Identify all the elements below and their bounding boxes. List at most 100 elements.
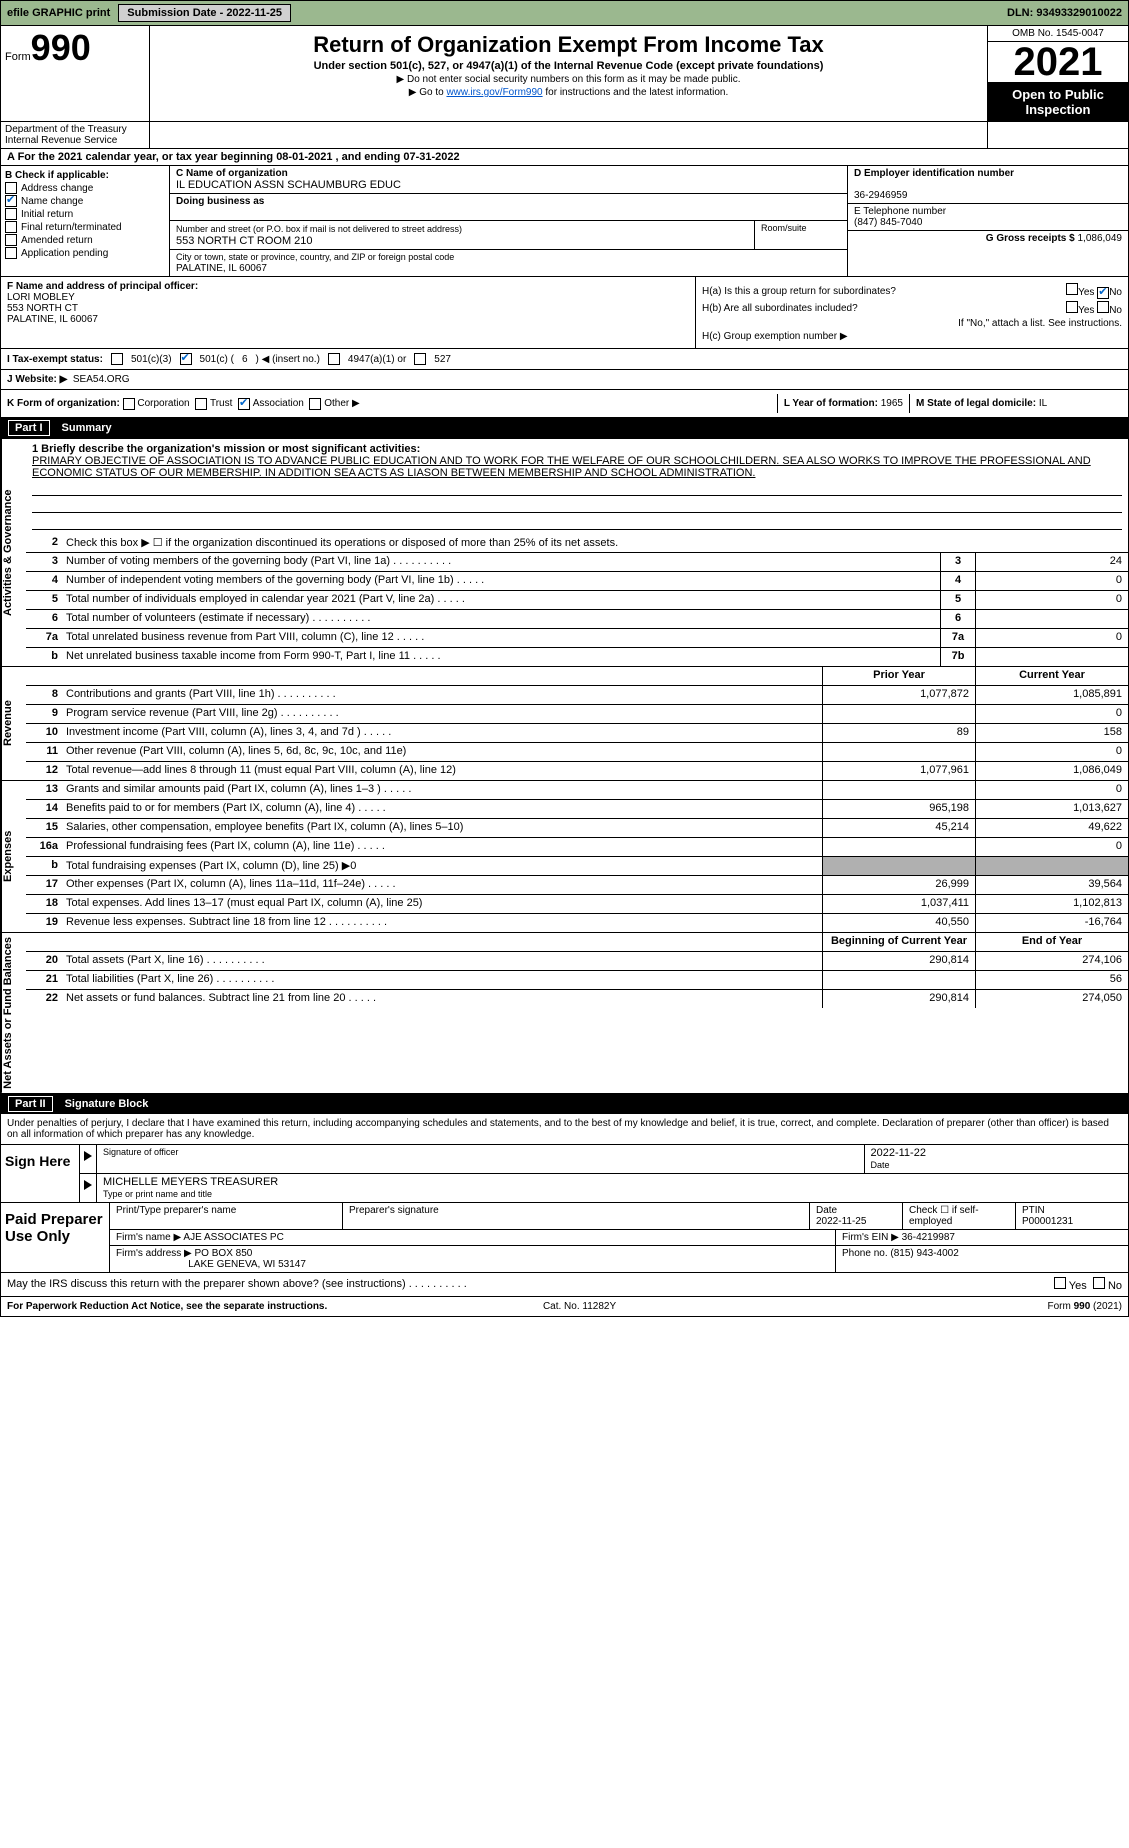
cb-other[interactable] — [309, 398, 321, 410]
cb-amended[interactable] — [5, 234, 17, 246]
i-lbl: I Tax-exempt status: — [7, 354, 103, 365]
dln-label: DLN: 93493329010022 — [1007, 7, 1122, 19]
mission-text: PRIMARY OBJECTIVE OF ASSOCIATION IS TO A… — [32, 455, 1122, 479]
l6v — [975, 610, 1128, 628]
hb-lbl: H(b) Are all subordinates included? — [702, 303, 858, 314]
ein: 36-2946959 — [854, 190, 907, 201]
year-formation: 1965 — [881, 398, 903, 409]
footer-right: Form 990 (2021) — [1047, 1301, 1121, 1312]
website: SEA54.ORG — [73, 374, 130, 385]
c-name-lbl: C Name of organization — [176, 168, 288, 179]
l2: Check this box ▶ ☐ if the organization d… — [62, 534, 1128, 552]
cb-4947[interactable] — [328, 353, 340, 365]
cb-assoc[interactable] — [238, 398, 250, 410]
arrow-icon — [80, 1145, 96, 1173]
cb-app[interactable] — [5, 247, 17, 259]
ag-block: Activities & Governance 1 Briefly descri… — [0, 438, 1129, 667]
h-note: If "No," attach a list. See instructions… — [958, 318, 1122, 329]
l7at: Total unrelated business revenue from Pa… — [62, 629, 940, 647]
col-c: C Name of organizationIL EDUCATION ASSN … — [170, 166, 848, 276]
l6t: Total number of volunteers (estimate if … — [62, 610, 940, 628]
exp-block: Expenses 13Grants and similar amounts pa… — [0, 781, 1129, 933]
tax-year: 2021 — [988, 42, 1128, 83]
tab-na: Net Assets or Fund Balances — [1, 933, 26, 1093]
d-lbl: D Employer identification number — [854, 168, 1014, 179]
l7bv — [975, 648, 1128, 666]
street-lbl: Number and street (or P.O. box if mail i… — [176, 224, 462, 234]
title-cell: Return of Organization Exempt From Incom… — [150, 26, 987, 121]
form-label: Form — [5, 51, 31, 63]
cb-hb-no[interactable] — [1097, 301, 1109, 313]
officer-addr1: 553 NORTH CT — [7, 303, 78, 314]
tab-rev: Revenue — [1, 667, 26, 780]
firm-ein: 36-4219987 — [902, 1232, 955, 1243]
j-row: J Website: ▶ SEA54.ORG — [0, 370, 1129, 390]
rev-block: Revenue Prior YearCurrent Year 8Contribu… — [0, 667, 1129, 781]
form-number: 990 — [31, 27, 91, 68]
cb-final[interactable] — [5, 221, 17, 233]
paid-lbl: Paid Preparer Use Only — [1, 1203, 110, 1272]
officer-name-title: MICHELLE MEYERS TREASURER — [103, 1176, 278, 1188]
mission-lbl: 1 Briefly describe the organization's mi… — [32, 443, 420, 455]
tab-ag: Activities & Governance — [1, 439, 26, 666]
arrow-icon — [80, 1174, 96, 1202]
submission-date-button[interactable]: Submission Date - 2022-11-25 — [118, 4, 291, 22]
phone: (847) 845-7040 — [854, 217, 922, 228]
i-row: I Tax-exempt status: 501(c)(3) 501(c) (6… — [0, 349, 1129, 370]
row-a: A For the 2021 calendar year, or tax yea… — [0, 149, 1129, 166]
ha-lbl: H(a) Is this a group return for subordin… — [702, 286, 896, 297]
part1-num: Part I — [8, 420, 50, 436]
l-cell: L Year of formation: 1965 — [777, 394, 909, 413]
cb-initial[interactable] — [5, 208, 17, 220]
cb-ha-yes[interactable] — [1066, 283, 1078, 295]
officer-addr2: PALATINE, IL 60067 — [7, 314, 98, 325]
city: PALATINE, IL 60067 — [176, 263, 267, 274]
firm-name: AJE ASSOCIATES PC — [183, 1232, 283, 1243]
room-lbl: Room/suite — [755, 221, 847, 250]
cb-527[interactable] — [414, 353, 426, 365]
gross-receipts: 1,086,049 — [1078, 233, 1123, 244]
l5t: Total number of individuals employed in … — [62, 591, 940, 609]
dept-label: Department of the Treasury Internal Reve… — [1, 122, 150, 148]
part2-header: Part II Signature Block — [0, 1094, 1129, 1114]
cb-name[interactable] — [5, 195, 17, 207]
col-de: D Employer identification number 36-29469… — [848, 166, 1128, 276]
sign-here: Sign Here — [1, 1145, 80, 1202]
city-lbl: City or town, state or province, country… — [176, 252, 454, 262]
h-cell: H(a) Is this a group return for subordin… — [696, 277, 1128, 348]
cb-ha-no[interactable] — [1097, 287, 1109, 299]
cb-corp[interactable] — [123, 398, 135, 410]
form-header: Form990 Return of Organization Exempt Fr… — [0, 26, 1129, 122]
sig-date: 2022-11-22 — [871, 1147, 926, 1159]
cb-discuss-yes[interactable] — [1054, 1277, 1066, 1289]
form-number-cell: Form990 — [1, 26, 150, 121]
cb-501c[interactable] — [180, 353, 192, 365]
cb-discuss-no[interactable] — [1093, 1277, 1105, 1289]
street: 553 NORTH CT ROOM 210 — [176, 235, 313, 247]
cb-trust[interactable] — [195, 398, 207, 410]
mission: 1 Briefly describe the organization's mi… — [26, 439, 1128, 534]
note2: ▶ Go to www.irs.gov/Form990 for instruct… — [154, 87, 983, 98]
footer-left: For Paperwork Reduction Act Notice, see … — [7, 1301, 327, 1312]
f-cell: F Name and address of principal officer:… — [1, 277, 696, 348]
cb-address[interactable] — [5, 182, 17, 194]
f-lbl: F Name and address of principal officer: — [7, 281, 198, 292]
irs-link[interactable]: www.irs.gov/Form990 — [446, 87, 542, 98]
hc-lbl: H(c) Group exemption number ▶ — [702, 331, 848, 342]
state-domicile: IL — [1039, 398, 1047, 409]
year-cell: OMB No. 1545-0047 2021 Open to Public In… — [987, 26, 1128, 121]
cb-501c3[interactable] — [111, 353, 123, 365]
tab-exp: Expenses — [1, 781, 26, 932]
l3t: Number of voting members of the governin… — [62, 553, 940, 571]
m-cell: M State of legal domicile: IL — [909, 394, 1122, 413]
l3v: 24 — [975, 553, 1128, 571]
part2-num: Part II — [8, 1096, 53, 1112]
cb-hb-yes[interactable] — [1066, 301, 1078, 313]
l4v: 0 — [975, 572, 1128, 590]
col-current: Current Year — [975, 667, 1128, 685]
footer: For Paperwork Reduction Act Notice, see … — [0, 1297, 1129, 1317]
sig-block: Under penalties of perjury, I declare th… — [0, 1114, 1129, 1297]
col-prior: Prior Year — [822, 667, 975, 685]
part1-title: Summary — [62, 422, 112, 434]
dept-row: Department of the Treasury Internal Reve… — [0, 122, 1129, 149]
